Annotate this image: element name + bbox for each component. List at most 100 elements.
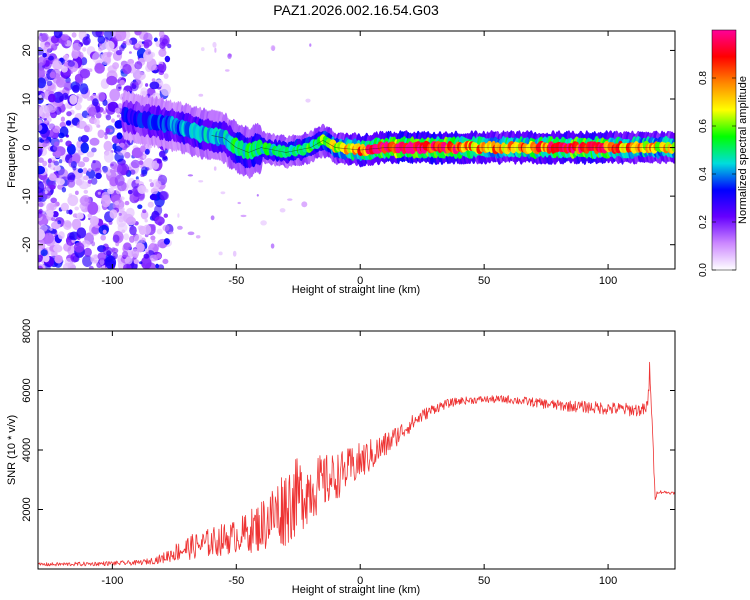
noise-blob xyxy=(119,79,125,86)
noise-blob xyxy=(65,120,72,126)
noise-blob xyxy=(48,123,56,130)
noise-blob xyxy=(187,174,194,177)
noise-blob xyxy=(38,265,43,269)
noise-blob xyxy=(38,137,43,143)
noise-blob xyxy=(138,160,144,165)
noise-blob xyxy=(98,46,104,52)
noise-blob xyxy=(88,168,92,172)
noise-blob xyxy=(127,58,135,65)
noise-blob xyxy=(102,110,107,115)
noise-blob xyxy=(68,193,73,198)
noise-blob xyxy=(109,88,121,102)
noise-blob xyxy=(56,178,65,186)
noise-blob xyxy=(195,235,201,239)
noise-blob xyxy=(137,204,143,209)
noise-blob xyxy=(83,189,89,194)
noise-blob xyxy=(88,106,97,117)
noise-blob xyxy=(77,161,86,168)
noise-blob xyxy=(123,263,132,269)
noise-blob xyxy=(212,41,217,48)
noise-blob xyxy=(118,216,124,223)
colorbar-tick-label: 0.8 xyxy=(698,71,709,85)
noise-blob xyxy=(177,213,180,218)
noise-blob xyxy=(237,201,241,205)
noise-blob xyxy=(127,189,133,195)
noise-blob xyxy=(70,161,77,169)
noise-blob xyxy=(67,60,76,67)
noise-blob xyxy=(150,242,155,248)
noise-blob xyxy=(38,228,45,241)
noise-blob xyxy=(59,126,69,137)
noise-blob xyxy=(256,194,259,197)
noise-blob xyxy=(89,215,99,226)
noise-blob xyxy=(133,259,139,265)
noise-blob xyxy=(95,112,102,119)
noise-blob xyxy=(240,214,247,218)
noise-blob xyxy=(63,41,67,45)
noise-blob xyxy=(66,209,70,214)
noise-blob xyxy=(65,140,72,147)
noise-blob xyxy=(114,120,124,129)
noise-blob xyxy=(109,129,113,133)
noise-blob xyxy=(117,103,123,109)
noise-blob xyxy=(128,51,132,54)
noise-blob xyxy=(62,220,72,230)
noise-blob xyxy=(53,244,63,253)
noise-blob xyxy=(118,212,122,216)
noise-blob xyxy=(97,92,106,102)
noise-blob xyxy=(38,124,43,132)
noise-blob xyxy=(122,250,129,258)
noise-blob xyxy=(144,248,149,252)
snr-panel: -100 -50 0 50 100 2000 4000 6000 8000 Height of… xyxy=(6,319,676,596)
noise-blob xyxy=(90,177,98,185)
noise-blob xyxy=(48,173,57,181)
noise-blob xyxy=(112,62,119,70)
noise-blob xyxy=(94,63,105,74)
noise-blob xyxy=(43,232,54,244)
y-tick-label: 6000 xyxy=(21,378,33,402)
noise-blob xyxy=(89,137,100,146)
x-tick-label: 100 xyxy=(599,575,617,587)
noise-blob xyxy=(145,48,152,56)
noise-blob xyxy=(158,48,167,57)
noise-blob xyxy=(63,81,73,91)
noise-blob xyxy=(63,54,69,60)
x-tick-label: -50 xyxy=(228,275,244,287)
noise-blob xyxy=(93,254,98,260)
noise-blob xyxy=(77,168,84,174)
noise-blob xyxy=(38,208,43,214)
noise-blob xyxy=(97,35,106,44)
noise-blob xyxy=(160,83,171,97)
noise-blob xyxy=(49,227,53,231)
noise-blob xyxy=(66,111,72,117)
noise-blob xyxy=(60,66,68,73)
noise-blob xyxy=(42,52,47,58)
noise-blob xyxy=(51,217,56,222)
noise-blob xyxy=(163,238,170,245)
snr-background xyxy=(38,331,675,569)
noise-blob xyxy=(54,165,61,171)
noise-blob xyxy=(117,181,127,192)
x-tick-label: 0 xyxy=(357,275,363,287)
noise-blob xyxy=(58,159,63,164)
colorbar-label: Normalized spectral amplitude xyxy=(737,76,749,224)
noise-blob xyxy=(141,256,152,269)
noise-blob xyxy=(86,115,90,120)
noise-blob xyxy=(44,190,48,195)
noise-blob xyxy=(164,55,171,63)
noise-blob xyxy=(141,237,146,244)
noise-blobs xyxy=(38,31,312,269)
y-tick-label: -20 xyxy=(21,237,33,253)
noise-blob xyxy=(102,165,109,173)
noise-blob xyxy=(69,94,78,105)
noise-blob xyxy=(83,247,92,257)
noise-blob xyxy=(153,37,158,42)
noise-blob xyxy=(101,194,111,208)
noise-blob xyxy=(129,235,135,243)
noise-blob xyxy=(47,158,53,164)
noise-blob xyxy=(38,68,46,79)
noise-blob xyxy=(149,193,158,201)
noise-blob xyxy=(156,158,162,164)
noise-blob xyxy=(144,219,148,223)
noise-blob xyxy=(88,265,94,269)
